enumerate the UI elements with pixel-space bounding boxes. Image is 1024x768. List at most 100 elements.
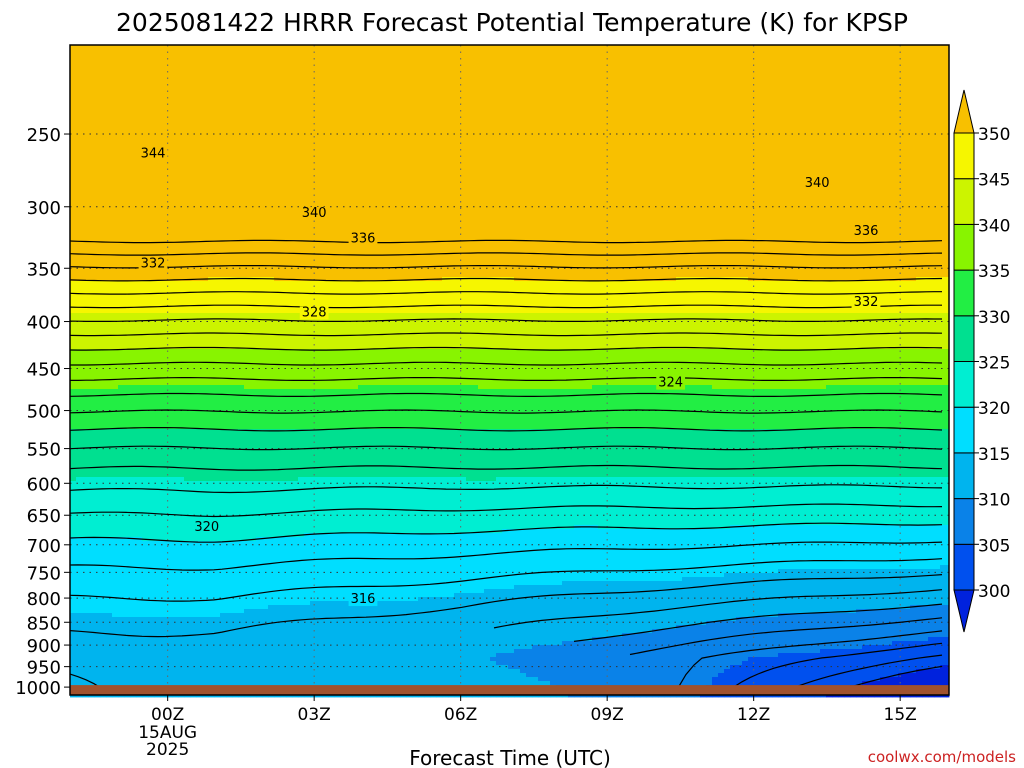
fill-cell xyxy=(142,325,148,329)
fill-cell xyxy=(130,121,136,125)
fill-cell xyxy=(100,645,106,649)
fill-cell xyxy=(160,169,166,173)
fill-cell xyxy=(94,469,100,473)
fill-cell xyxy=(238,221,244,225)
fill-cell xyxy=(142,69,148,73)
fill-cell xyxy=(172,173,178,177)
fill-cell xyxy=(184,141,190,145)
fill-cell xyxy=(130,197,136,201)
fill-cell xyxy=(214,649,220,653)
fill-cell xyxy=(244,97,250,101)
fill-cell xyxy=(124,357,130,361)
fill-cell xyxy=(70,545,76,549)
fill-cell xyxy=(76,645,82,649)
fill-cell xyxy=(94,457,100,461)
fill-cell xyxy=(160,305,166,309)
fill-cell xyxy=(244,509,250,513)
fill-cell xyxy=(226,105,232,109)
fill-cell xyxy=(100,589,106,593)
fill-cell xyxy=(154,357,160,361)
fill-cell xyxy=(124,353,130,357)
fill-cell xyxy=(118,617,124,621)
fill-cell xyxy=(226,257,232,261)
fill-cell xyxy=(118,637,124,641)
fill-cell xyxy=(82,453,88,457)
fill-cell xyxy=(118,477,124,481)
fill-cell xyxy=(136,561,142,565)
fill-cell xyxy=(232,637,238,641)
fill-cell xyxy=(178,677,184,681)
fill-cell xyxy=(130,629,136,633)
fill-cell xyxy=(130,373,136,377)
fill-cell xyxy=(190,409,196,413)
fill-cell xyxy=(244,341,250,345)
fill-cell xyxy=(202,577,208,581)
fill-cell xyxy=(226,461,232,465)
fill-cell xyxy=(226,241,232,245)
fill-cell xyxy=(172,81,178,85)
fill-cell xyxy=(238,461,244,465)
fill-cell xyxy=(124,577,130,581)
fill-cell xyxy=(70,277,76,281)
fill-cell xyxy=(238,285,244,289)
fill-cell xyxy=(166,521,172,525)
fill-cell xyxy=(148,521,154,525)
fill-cell xyxy=(244,165,250,169)
fill-cell xyxy=(112,569,118,573)
fill-cell xyxy=(142,477,148,481)
fill-cell xyxy=(190,173,196,177)
fill-cell xyxy=(214,617,220,621)
fill-cell xyxy=(196,97,202,101)
fill-cell xyxy=(154,677,160,681)
fill-cell xyxy=(148,457,154,461)
fill-cell xyxy=(82,133,88,137)
fill-cell xyxy=(190,89,196,93)
fill-cell xyxy=(214,153,220,157)
fill-cell xyxy=(232,645,238,649)
fill-cell xyxy=(166,141,172,145)
fill-cell xyxy=(190,249,196,253)
fill-cell xyxy=(208,125,214,129)
fill-cell xyxy=(250,185,256,189)
fill-cell xyxy=(88,65,94,69)
fill-cell xyxy=(142,297,148,301)
fill-cell xyxy=(100,449,106,453)
fill-cell xyxy=(226,425,232,429)
fill-cell xyxy=(112,521,118,525)
fill-cell xyxy=(148,421,154,425)
fill-cell xyxy=(130,657,136,661)
fill-cell xyxy=(178,369,184,373)
fill-cell xyxy=(112,665,118,669)
fill-cell xyxy=(220,509,226,513)
fill-cell xyxy=(124,69,130,73)
fill-cell xyxy=(82,501,88,505)
fill-cell xyxy=(238,437,244,441)
fill-cell xyxy=(232,465,238,469)
fill-cell xyxy=(124,189,130,193)
fill-cell xyxy=(88,505,94,509)
fill-cell xyxy=(142,85,148,89)
fill-cell xyxy=(166,217,172,221)
fill-cell xyxy=(214,321,220,325)
fill-cell xyxy=(136,229,142,233)
fill-cell xyxy=(172,545,178,549)
fill-cell xyxy=(82,565,88,569)
fill-cell xyxy=(154,337,160,341)
fill-cell xyxy=(184,281,190,285)
fill-cell xyxy=(100,181,106,185)
fill-cell xyxy=(136,353,142,357)
fill-cell xyxy=(178,645,184,649)
fill-cell xyxy=(226,117,232,121)
fill-cell xyxy=(184,49,190,53)
fill-cell xyxy=(124,181,130,185)
fill-cell xyxy=(178,301,184,305)
fill-cell xyxy=(106,197,112,201)
fill-cell xyxy=(76,53,82,57)
fill-cell xyxy=(202,573,208,577)
fill-cell xyxy=(220,561,226,565)
fill-cell xyxy=(214,589,220,593)
fill-cell xyxy=(148,341,154,345)
fill-cell xyxy=(82,245,88,249)
fill-cell xyxy=(220,617,226,621)
fill-cell xyxy=(82,393,88,397)
